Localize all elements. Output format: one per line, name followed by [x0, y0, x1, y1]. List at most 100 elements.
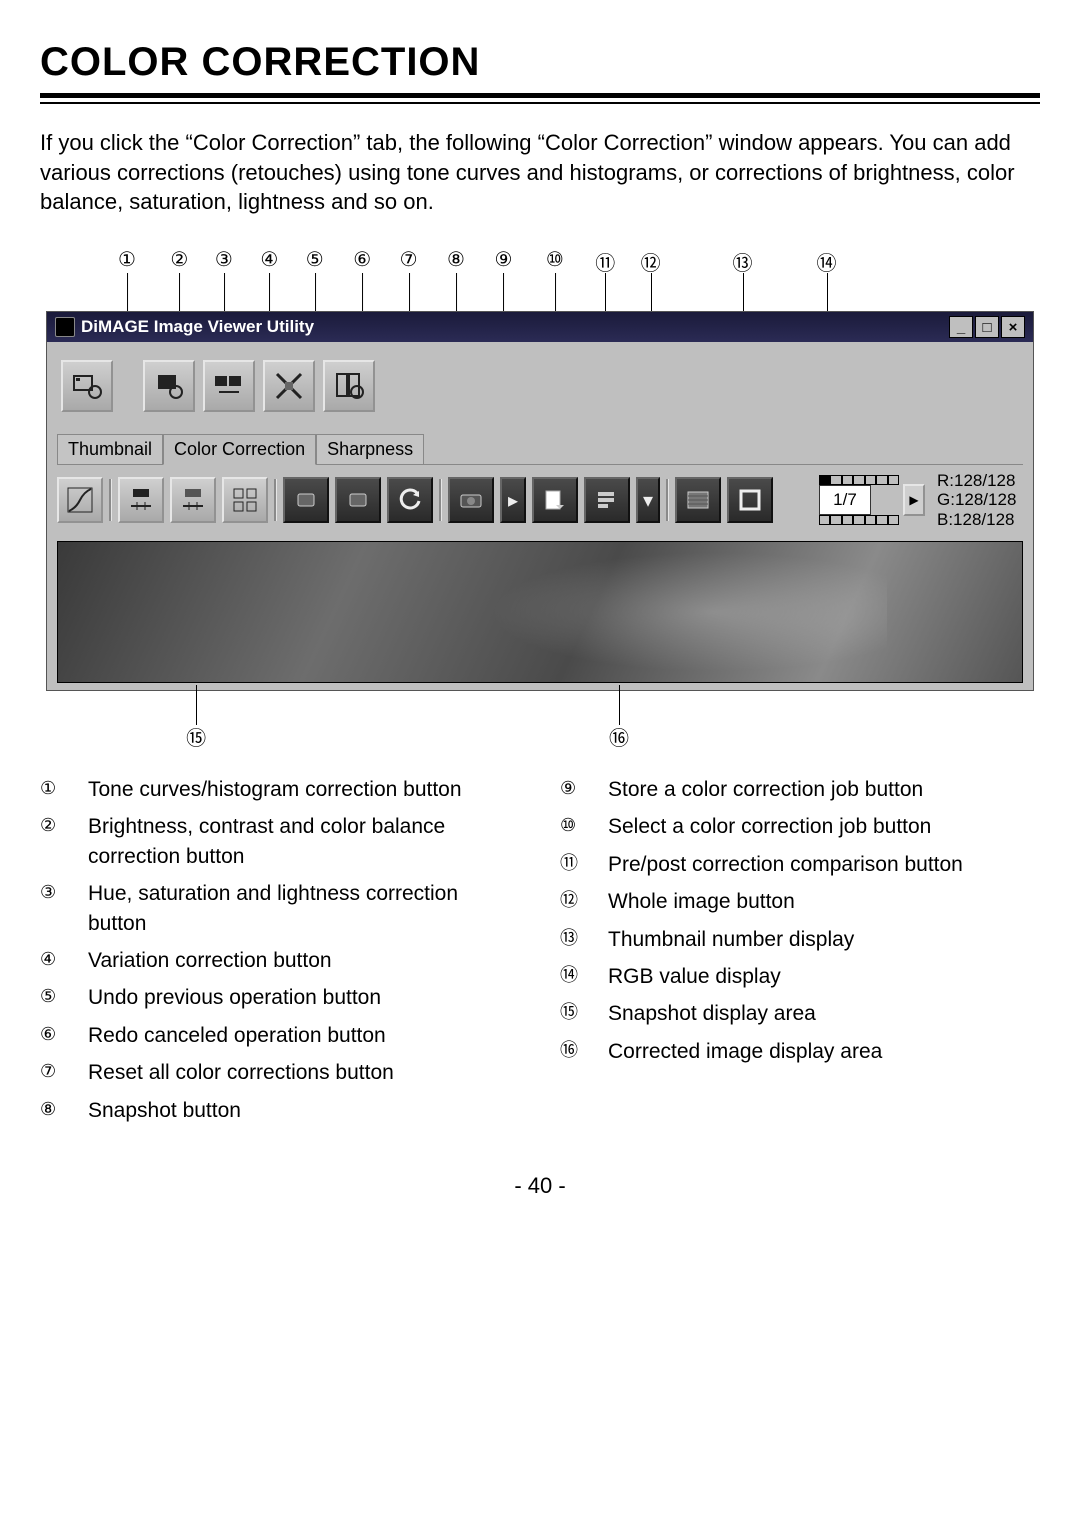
legend-number: ⑩ [560, 812, 608, 841]
legend-right: ⑨Store a color correction job button⑩Sel… [560, 775, 1040, 1133]
store-job-button[interactable] [532, 477, 578, 523]
legend-text: Whole image button [608, 887, 795, 916]
legend-number: ⑫ [560, 887, 608, 916]
legend-item: ①Tone curves/histogram correction button [40, 775, 520, 804]
page-title: COLOR CORRECTION [40, 40, 1040, 85]
hue-saturation-button[interactable] [170, 477, 216, 523]
reset-button[interactable] [387, 477, 433, 523]
tab-row: Thumbnail Color Correction Sharpness [47, 434, 1033, 464]
correction-toolbar: ▸ ▾ 1/7 ▶ R:128/128 G:128/12 [47, 465, 1033, 535]
legend-text: Redo canceled operation button [88, 1021, 386, 1050]
undo-button[interactable] [283, 477, 329, 523]
corrected-image-area [57, 541, 1023, 683]
legend-text: Hue, saturation and lightness correction… [88, 879, 520, 938]
primary-toolbar [47, 342, 1033, 426]
snapshot-expand-icon[interactable]: ▸ [500, 477, 526, 523]
toolbar-btn-5[interactable] [323, 360, 375, 412]
callout-row-bottom: ⑮⑯ [46, 691, 1034, 751]
legend-number: ① [40, 775, 88, 804]
snapshot-button[interactable] [448, 477, 494, 523]
thumbnail-number-display: 1/7 ▶ [819, 475, 925, 525]
toolbar-btn-2[interactable] [143, 360, 195, 412]
variation-button[interactable] [222, 477, 268, 523]
legend-item: ④Variation correction button [40, 946, 520, 975]
callout-marker: ⑤ [306, 247, 324, 272]
legend-text: Corrected image display area [608, 1037, 882, 1066]
legend-text: Undo previous operation button [88, 983, 381, 1012]
callout-marker: ② [170, 247, 188, 272]
legend-text: Reset all color corrections button [88, 1058, 394, 1087]
legend-number: ⑦ [40, 1058, 88, 1087]
legend-item: ⑥Redo canceled operation button [40, 1021, 520, 1050]
legend-text: Pre/post correction comparison button [608, 850, 963, 879]
legend-item: ⑩Select a color correction job button [560, 812, 1040, 841]
legend-number: ⑬ [560, 925, 608, 954]
select-job-dropdown-icon[interactable]: ▾ [636, 477, 660, 523]
legend-item: ②Brightness, contrast and color balance … [40, 812, 520, 871]
legend-number: ② [40, 812, 88, 871]
callout-marker: ⑭ [817, 247, 837, 276]
legend-text: Tone curves/histogram correction button [88, 775, 462, 804]
compare-button[interactable] [675, 477, 721, 523]
callout-marker: ⑪ [595, 247, 615, 276]
select-job-button[interactable] [584, 477, 630, 523]
tone-curve-button[interactable] [57, 477, 103, 523]
callout-marker: ⑩ [546, 247, 564, 272]
legend-number: ④ [40, 946, 88, 975]
callout-row-top: ①②③④⑤⑥⑦⑧⑨⑩⑪⑫⑬⑭ [46, 247, 1034, 307]
callout-marker: ⑯ [609, 722, 629, 751]
legend-text: Store a color correction job button [608, 775, 923, 804]
thumbnail-next-icon[interactable]: ▶ [903, 484, 925, 516]
legend-number: ⑪ [560, 850, 608, 879]
toolbar-btn-4[interactable] [263, 360, 315, 412]
legend-item: ⑪Pre/post correction comparison button [560, 850, 1040, 879]
legend-item: ⑬Thumbnail number display [560, 925, 1040, 954]
legend-text: Snapshot button [88, 1096, 241, 1125]
legend-text: Thumbnail number display [608, 925, 854, 954]
legend-item: ⑦Reset all color corrections button [40, 1058, 520, 1087]
maximize-button[interactable]: □ [975, 316, 999, 338]
legend-text: Variation correction button [88, 946, 332, 975]
legend-item: ⑨Store a color correction job button [560, 775, 1040, 804]
legend-number: ⑧ [40, 1096, 88, 1125]
callout-marker: ⑥ [353, 247, 371, 272]
callout-marker: ⑦ [400, 247, 418, 272]
legend-item: ⑤Undo previous operation button [40, 983, 520, 1012]
page-number: - 40 - [40, 1173, 1040, 1199]
legend-number: ⑨ [560, 775, 608, 804]
close-button[interactable]: × [1001, 316, 1025, 338]
tab-sharpness[interactable]: Sharpness [316, 434, 424, 465]
toolbar-btn-1[interactable] [61, 360, 113, 412]
callout-marker: ⑫ [641, 247, 661, 276]
callout-marker: ① [118, 247, 136, 272]
app-icon [55, 317, 75, 337]
legend-number: ③ [40, 879, 88, 938]
whole-image-button[interactable] [727, 477, 773, 523]
brightness-contrast-button[interactable] [118, 477, 164, 523]
rgb-b: B:128/128 [937, 510, 1016, 530]
minimize-button[interactable]: _ [949, 316, 973, 338]
legend-number: ⑮ [560, 999, 608, 1028]
tab-thumbnail[interactable]: Thumbnail [57, 434, 163, 465]
legend-text: Brightness, contrast and color balance c… [88, 812, 520, 871]
redo-button[interactable] [335, 477, 381, 523]
callout-marker: ⑬ [733, 247, 753, 276]
toolbar-btn-3[interactable] [203, 360, 255, 412]
legend-number: ⑥ [40, 1021, 88, 1050]
app-window: DiMAGE Image Viewer Utility _ □ × Thumbn… [46, 311, 1034, 691]
window-title: DiMAGE Image Viewer Utility [81, 317, 314, 337]
rgb-value-display: R:128/128 G:128/128 B:128/128 [937, 471, 1016, 530]
legend-item: ⑫Whole image button [560, 887, 1040, 916]
callout-marker: ④ [260, 247, 278, 272]
rgb-g: G:128/128 [937, 490, 1016, 510]
callout-marker: ⑮ [186, 722, 206, 751]
legend-item: ⑯Corrected image display area [560, 1037, 1040, 1066]
titlebar: DiMAGE Image Viewer Utility _ □ × [47, 312, 1033, 342]
legend-number: ⑯ [560, 1037, 608, 1066]
callout-marker: ⑧ [447, 247, 465, 272]
callout-marker: ③ [215, 247, 233, 272]
tab-color-correction[interactable]: Color Correction [163, 434, 316, 465]
legend-text: RGB value display [608, 962, 781, 991]
legend-number: ⑤ [40, 983, 88, 1012]
legend-text: Select a color correction job button [608, 812, 931, 841]
